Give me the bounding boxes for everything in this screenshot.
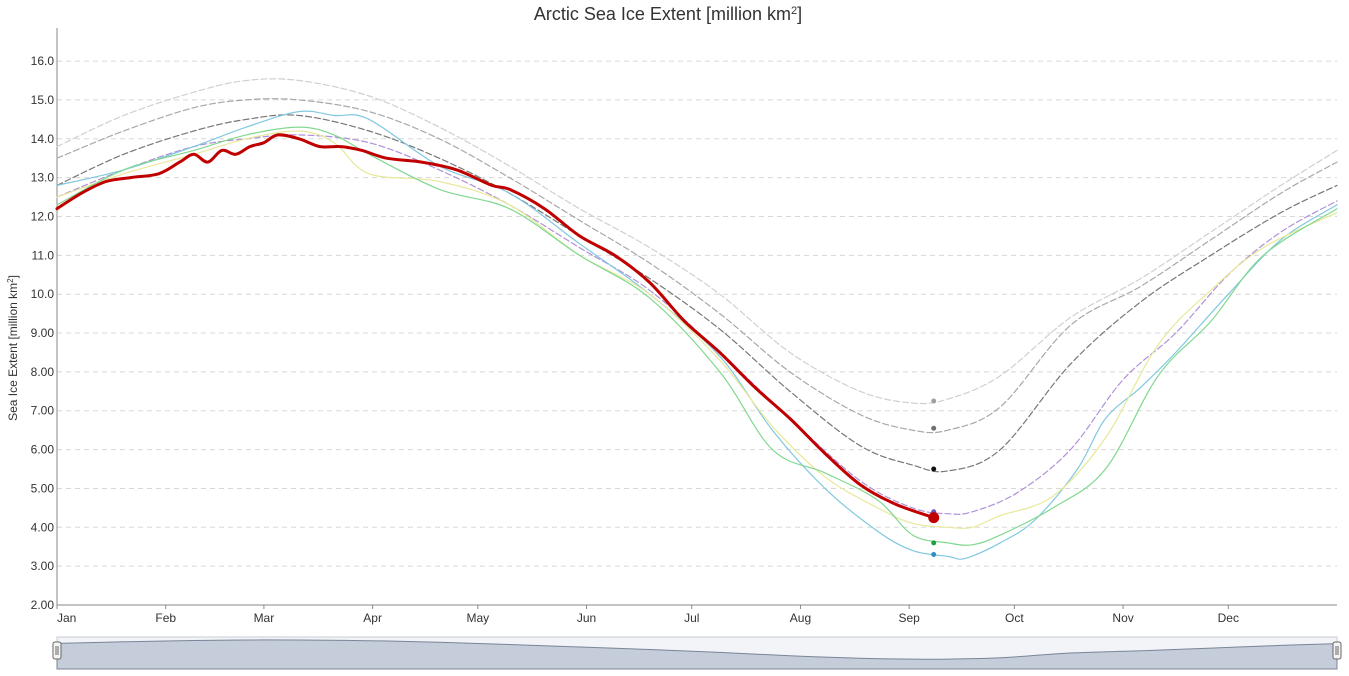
navigator-area — [56, 639, 1338, 670]
series-line-2012[interactable] — [56, 110, 1338, 560]
y-tick-label: 16.0 — [31, 54, 55, 68]
y-tick-label: 4.00 — [31, 520, 55, 534]
navigator-right-handle[interactable] — [1332, 641, 1342, 660]
series-end-marker-1990s-average[interactable] — [931, 425, 937, 431]
series-layer — [55, 78, 1338, 560]
y-axis-label: Sea Ice Extent [million km2] — [6, 275, 21, 421]
series-line-1990s-average[interactable] — [56, 98, 1338, 434]
series-end-marker-2000s-average[interactable] — [931, 466, 937, 472]
y-tick-label: 7.00 — [31, 404, 55, 418]
y-tick-label: 14.0 — [31, 132, 55, 146]
marker-layer — [928, 398, 940, 557]
chart-title: Arctic Sea Ice Extent [million km2] — [534, 4, 802, 24]
series-line-2000s-average[interactable] — [56, 114, 1338, 473]
y-tick-label: 15.0 — [31, 93, 55, 107]
y-tick-label: 13.0 — [31, 171, 55, 185]
x-tick-label-jun: Jun — [577, 611, 596, 625]
series-end-marker-2023[interactable] — [928, 512, 940, 524]
x-tick-label-aug: Aug — [790, 611, 811, 625]
title-superscript: 2 — [791, 5, 797, 17]
x-tick-label-jan: Jan — [57, 611, 76, 625]
grid-layer — [57, 60, 1337, 567]
x-tick-label-apr: Apr — [363, 611, 382, 625]
series-line-2010s-average[interactable] — [56, 134, 1338, 515]
x-tick-label-sep: Sep — [898, 611, 920, 625]
series-end-marker-2020[interactable] — [931, 540, 937, 546]
y-tick-label: 6.00 — [31, 443, 55, 457]
x-tick-label-jul: Jul — [684, 611, 699, 625]
y-tick-label: 5.00 — [31, 481, 55, 495]
y-tick-label: 3.00 — [31, 559, 55, 573]
series-line-2019[interactable] — [56, 130, 1338, 529]
series-end-marker-1980s-average[interactable] — [931, 398, 937, 404]
y-tick-label: 8.00 — [31, 365, 55, 379]
x-tick-label-nov: Nov — [1112, 611, 1133, 625]
y-tick-label: 11.0 — [32, 248, 55, 262]
series-line-1980s-average[interactable] — [56, 78, 1338, 405]
x-tick-label-dec: Dec — [1218, 611, 1239, 625]
navigator-left-handle[interactable] — [52, 641, 62, 660]
series-end-marker-2012[interactable] — [931, 551, 937, 557]
y-tick-label: 2.00 — [31, 598, 55, 612]
y-tick-label: 9.00 — [31, 326, 55, 340]
ylabel-superscript: 2 — [6, 278, 15, 283]
x-tick-label-may: May — [466, 611, 489, 625]
x-tick-label-oct: Oct — [1005, 611, 1024, 625]
series-line-2023[interactable] — [55, 133, 936, 520]
x-tick-label-feb: Feb — [155, 611, 176, 625]
range-navigator[interactable] — [52, 636, 1342, 670]
axes-layer: 2.00 3.00 4.00 5.00 6.00 7.00 8.00 9.00 10.0 11.0… — [31, 28, 1337, 625]
x-tick-label-mar: Mar — [254, 611, 275, 625]
y-tick-label: 12.0 — [31, 209, 55, 223]
series-line-2020[interactable] — [56, 126, 1338, 546]
y-tick-label: 10.0 — [31, 287, 55, 301]
